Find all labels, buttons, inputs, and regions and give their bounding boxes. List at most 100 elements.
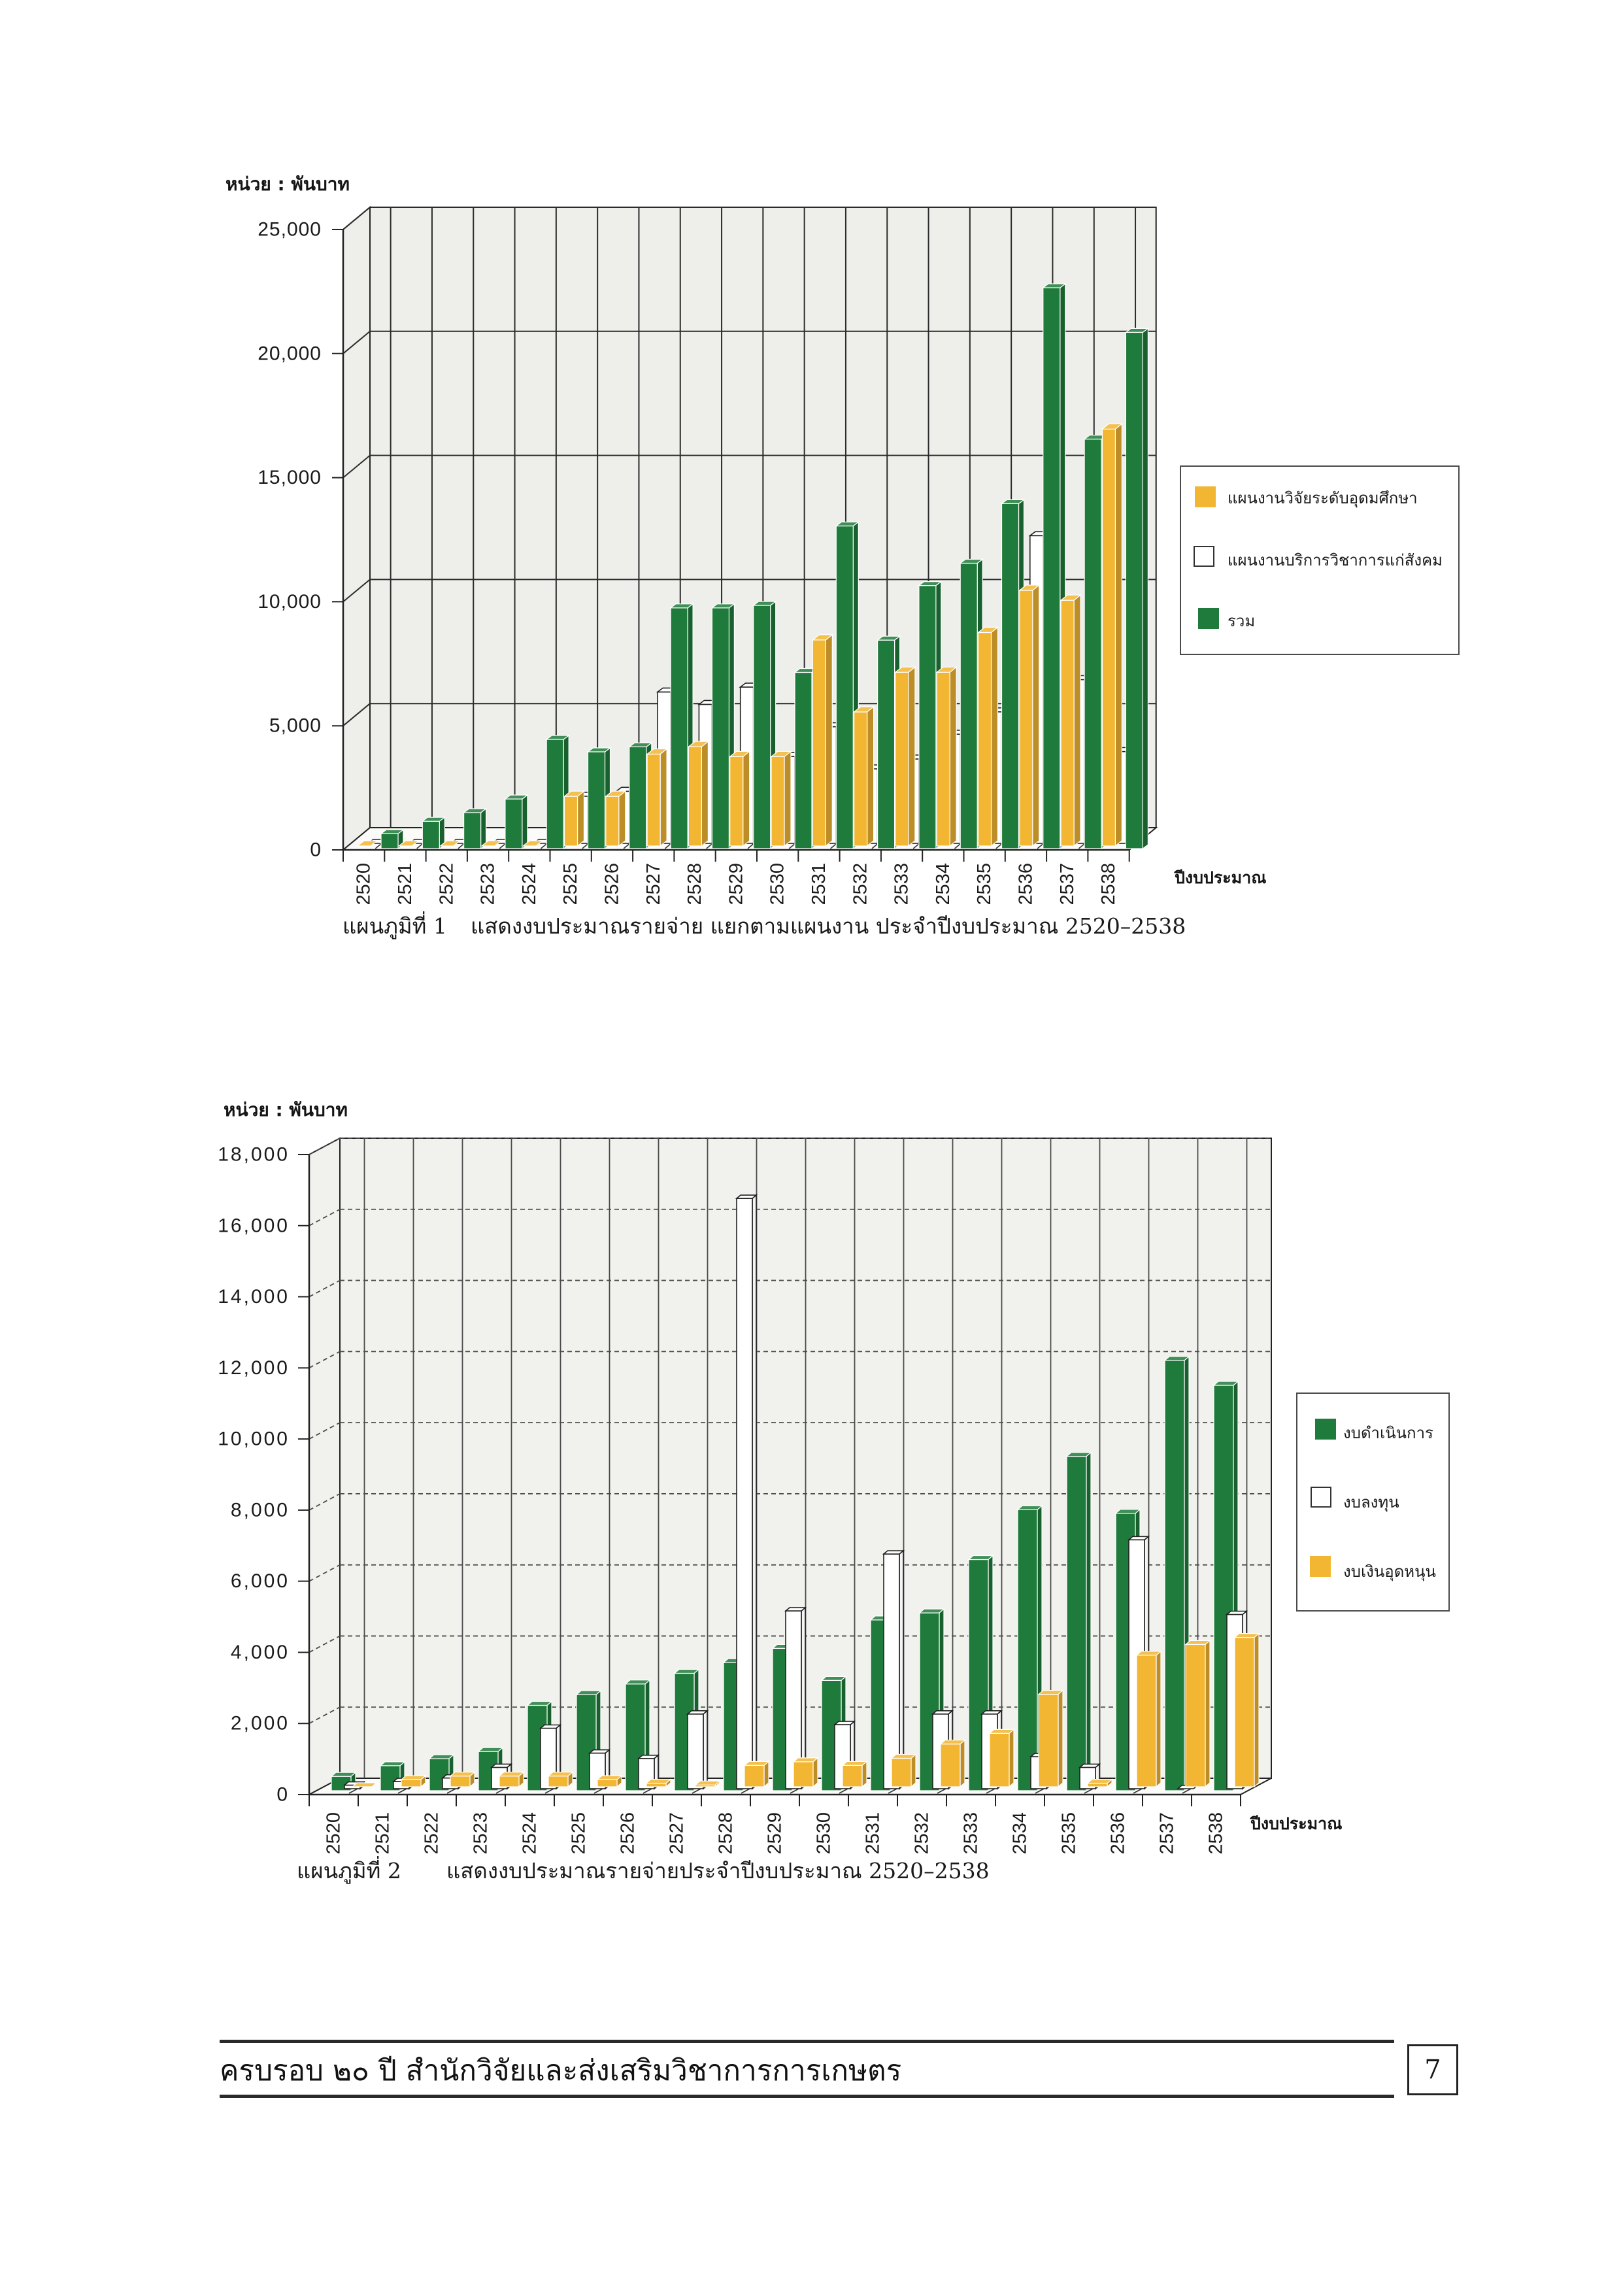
x-tick-label: 2523 <box>471 1812 492 1855</box>
footer-bottom-rule <box>220 2095 1394 2098</box>
bar-higher-ed-research-2525 <box>563 790 586 847</box>
legend-label: งบดำเนินการ <box>1343 1424 1433 1442</box>
bar-top-face <box>586 747 612 752</box>
bar-investment-budget-2528 <box>735 1194 758 1790</box>
bar-top-face <box>1135 1651 1162 1656</box>
bar-subsidy-budget-2536 <box>1135 1650 1162 1788</box>
bar-front-face <box>1125 331 1144 849</box>
bar-top-face <box>686 1710 709 1715</box>
legend-item: แผนงานวิจัยระดับอุดมศึกษา <box>1181 486 1458 513</box>
bar-side-face <box>990 626 999 847</box>
bar-top-face <box>1000 499 1026 505</box>
bar-subsidy-budget-2525 <box>596 1774 623 1788</box>
bar-top-face <box>918 1608 945 1613</box>
bar-top-face <box>351 1782 378 1787</box>
y-tick-label: 14,000 <box>218 1286 290 1308</box>
bar-top-face <box>563 790 586 797</box>
bar-front-face <box>505 798 523 849</box>
bar-investment-budget-2531 <box>882 1549 905 1790</box>
bar-top-face <box>539 1724 562 1729</box>
bar-front-face <box>1060 599 1075 847</box>
bar-top-face <box>835 521 860 527</box>
bar-side-face <box>908 666 916 847</box>
bar-subsidy-budget-2531 <box>890 1753 917 1788</box>
y-tick-label: 0 <box>310 839 322 861</box>
side-wall-gridline <box>309 1635 341 1653</box>
bar-front-face <box>687 1713 704 1789</box>
bar-front-face <box>605 796 620 847</box>
bar-front-face <box>546 739 564 849</box>
bar-top-face <box>400 1775 427 1780</box>
bar-higher-ed-research-2532 <box>852 705 875 847</box>
side-wall-gridline <box>309 1564 341 1582</box>
bar-front-face <box>463 812 482 849</box>
bar-side-face <box>701 740 709 847</box>
chart1-caption-title: แสดงงบประมาณรายจ่าย แยกตามแผนงาน ประจำปี… <box>471 913 1186 939</box>
bar-front-face <box>877 639 895 849</box>
bar-top-face <box>743 1761 770 1766</box>
bar-higher-ed-research-2531 <box>811 633 834 847</box>
bar-higher-ed-research-2538 <box>1101 423 1124 847</box>
bar-side-face <box>960 1739 965 1788</box>
bar-front-face <box>597 1779 618 1787</box>
side-wall-gridline <box>309 1706 341 1725</box>
bar-higher-ed-research-2524 <box>522 840 544 847</box>
bar-higher-ed-research-2533 <box>894 666 916 847</box>
bar-subsidy-budget-2534 <box>1037 1689 1064 1788</box>
bar-subsidy-budget-2527 <box>694 1780 721 1788</box>
bar-front-face <box>646 753 661 847</box>
bar-top-face <box>1212 1381 1239 1386</box>
x-tick-label: 2529 <box>726 863 746 905</box>
bar-top-face <box>811 634 834 641</box>
legend-label: แผนงานวิจัยระดับอุดมศึกษา <box>1228 489 1418 507</box>
page-number: 7 <box>1424 2055 1441 2085</box>
bar-side-face <box>660 748 667 847</box>
bar-top-face <box>728 751 751 757</box>
bar-operating-budget-2535 <box>1065 1451 1092 1792</box>
bar-total-2521 <box>421 816 446 850</box>
bar-top-face <box>627 742 653 748</box>
bar-side-face <box>577 790 585 847</box>
footer-title: ครบรอบ ๒๐ ปี สำนักวิจัยและส่งเสริมวิชากา… <box>220 2054 902 2087</box>
bar-front-face <box>499 1776 520 1787</box>
bar-front-face <box>1043 287 1061 849</box>
bar-top-face <box>1086 1779 1113 1784</box>
bar-front-face <box>711 607 730 849</box>
y-tick-label: 4,000 <box>231 1642 290 1663</box>
bar-front-face <box>401 1779 422 1787</box>
legend-label: แผนงานบริการวิชาการแก่สังคม <box>1228 551 1443 569</box>
bar-front-face <box>670 607 688 849</box>
bar-front-face <box>1136 1655 1157 1787</box>
chart2-caption-title: แสดงงบประมาณรายจ่ายประจำปีงบประมาณ 2520–… <box>446 1858 990 1883</box>
x-tick-label: 2528 <box>716 1812 737 1855</box>
bar-top-face <box>784 1607 807 1612</box>
side-wall <box>343 205 371 852</box>
bar-top-face <box>977 626 999 633</box>
chart1-legend: แผนงานวิจัยระดับอุดมศึกษา แผนงานบริการวิ… <box>1180 465 1460 655</box>
bar-side-face <box>752 1194 757 1790</box>
y-tick-label: 20,000 <box>258 343 322 364</box>
bar-top-face <box>687 741 710 747</box>
x-tick-label: 2531 <box>809 863 829 905</box>
bar-top-face <box>428 1754 455 1759</box>
side-wall-gridline <box>309 1493 341 1511</box>
side-wall-gridline <box>309 1138 341 1155</box>
bar-top-face <box>1114 1509 1141 1514</box>
x-tick-label: 2526 <box>618 1812 639 1855</box>
bar-top-face <box>605 790 627 797</box>
x-tick-label: 2527 <box>643 863 664 905</box>
bar-top-face <box>1127 1536 1150 1541</box>
bar-side-face <box>1114 423 1123 847</box>
y-tick-label: 0 <box>276 1784 290 1806</box>
bar-side-face <box>1032 584 1040 847</box>
x-tick-label: 2537 <box>1057 863 1078 905</box>
bar-side-face <box>703 1710 708 1790</box>
y-tick-label: 16,000 <box>218 1215 290 1236</box>
y-tick-label: 15,000 <box>258 467 322 488</box>
bar-higher-ed-research-2520 <box>356 840 378 847</box>
bar-side-face <box>784 751 792 847</box>
bar-side-face <box>825 633 833 847</box>
bar-top-face <box>770 751 792 757</box>
bar-side-face <box>1086 1451 1092 1792</box>
bar-top-face <box>421 817 446 822</box>
